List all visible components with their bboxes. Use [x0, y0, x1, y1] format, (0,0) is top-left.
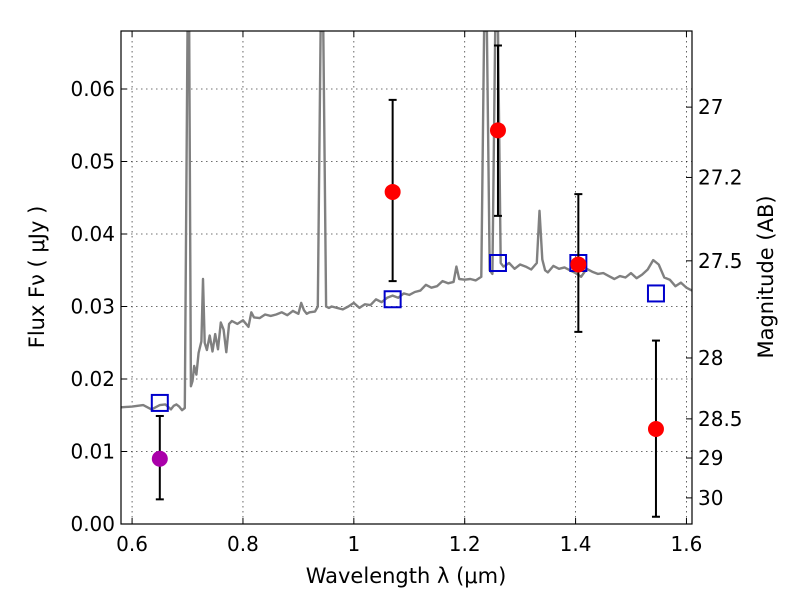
observed-flux-point — [647, 421, 664, 438]
right-tick-label: 27 — [698, 95, 723, 119]
y-tick-label: 0.00 — [70, 512, 115, 536]
grid — [121, 31, 692, 525]
model-square-point — [383, 290, 402, 309]
right-tick-label: 27.5 — [698, 249, 743, 273]
x-tick-label: 1.6 — [671, 532, 703, 556]
y-tick-label: 0.03 — [70, 295, 115, 319]
observed-flux-point — [151, 450, 168, 467]
y-axis-label: Flux Fν ( μJy ) — [25, 206, 49, 349]
model-square-point — [646, 284, 665, 303]
y-tick-label: 0.06 — [70, 77, 115, 101]
x-tick-label: 0.8 — [227, 532, 259, 556]
y-tick-label: 0.04 — [70, 222, 115, 246]
observed-flux-point — [384, 183, 401, 200]
model-square-point — [488, 254, 507, 272]
y-tick-label: 0.05 — [70, 150, 115, 174]
x-tick-label: 1.2 — [449, 532, 481, 556]
spectrum-layer — [121, 31, 692, 412]
x-tick-label: 0.6 — [116, 532, 148, 556]
y-tick-label: 0.02 — [70, 367, 115, 391]
y-tick-label: 0.01 — [70, 440, 115, 464]
right-tick-label: 28 — [698, 346, 723, 370]
x-tick-label: 1 — [347, 532, 360, 556]
right-tick-label: 30 — [698, 486, 723, 510]
right-tick-label: 27.2 — [698, 165, 743, 189]
points-layer — [150, 44, 665, 518]
right-tick-label: 29 — [698, 446, 723, 470]
observed-flux-point — [489, 122, 506, 139]
x-tick-label: 1.4 — [560, 532, 592, 556]
right-tick-label: 28.5 — [698, 407, 743, 431]
axis-ticks: 0.6 0.8 1 1.2 1.4 1.6 0.00 0.01 0.02 0.03 0.04 0.05… — [70, 31, 743, 556]
right-axis-label: Magnitude (AB) — [754, 195, 778, 358]
plot-frame — [120, 30, 693, 525]
observed-flux-point — [570, 256, 587, 273]
x-axis-label: Wavelength λ (μm) — [306, 564, 507, 588]
spectrum-line — [121, 31, 692, 412]
model-square-point — [150, 393, 169, 412]
